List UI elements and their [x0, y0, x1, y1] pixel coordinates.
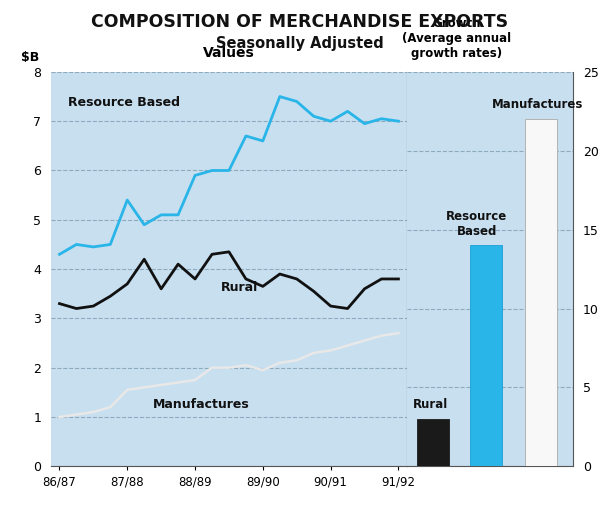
Text: Resource Based: Resource Based: [68, 96, 179, 109]
Bar: [525, 119, 557, 466]
Text: COMPOSITION OF MERCHANDISE EXPORTS: COMPOSITION OF MERCHANDISE EXPORTS: [91, 13, 509, 31]
Text: Rural: Rural: [413, 398, 448, 411]
Text: Manufactures: Manufactures: [152, 398, 250, 411]
Text: Rural: Rural: [220, 281, 258, 294]
Text: Manufactures: Manufactures: [493, 98, 584, 111]
Text: Growth
(Average annual
growth rates): Growth (Average annual growth rates): [402, 17, 511, 60]
Y-axis label: $B: $B: [20, 51, 39, 64]
Text: Resource
Based: Resource Based: [446, 209, 508, 238]
Bar: [417, 419, 449, 466]
Text: Seasonally Adjusted: Seasonally Adjusted: [216, 36, 384, 52]
Bar: [470, 245, 502, 466]
Text: Values: Values: [203, 46, 255, 60]
